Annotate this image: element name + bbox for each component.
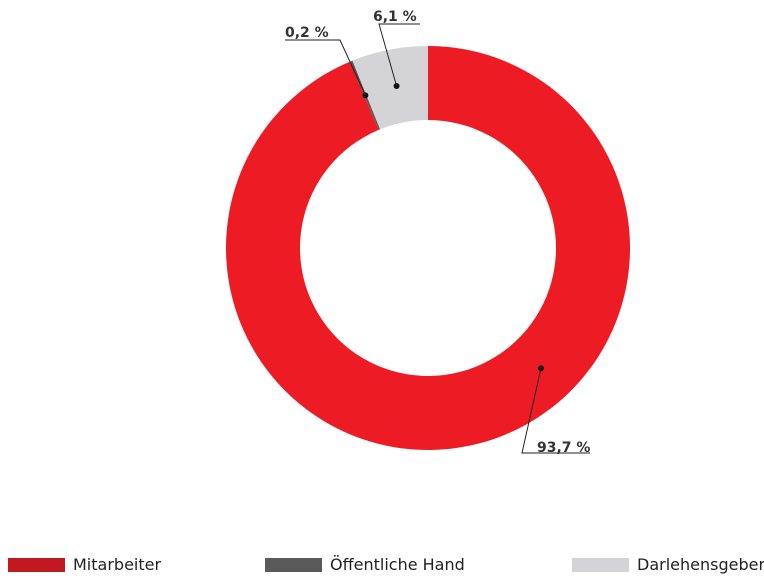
legend-label-mitarbeiter: Mitarbeiter bbox=[73, 555, 162, 574]
donut-chart-svg: 0,2 % 6,1 % 93,7 % bbox=[225, 9, 630, 456]
slice-darlehensgeber bbox=[352, 46, 428, 130]
legend-item-oeffentliche-hand: Öffentliche Hand bbox=[265, 556, 465, 574]
legend-swatch-darlehensgeber bbox=[572, 558, 629, 572]
slice-mitarbeiter bbox=[225, 46, 630, 450]
leader-line-darlehensgeber bbox=[378, 23, 420, 87]
slices-group bbox=[225, 46, 630, 450]
data-label-darlehensgeber: 6,1 % bbox=[373, 9, 417, 25]
legend-item-darlehensgeber: Darlehensgeber bbox=[572, 556, 764, 574]
legend-label-darlehensgeber: Darlehensgeber bbox=[637, 555, 764, 574]
legend: Mitarbeiter Öffentliche Hand Darlehensge… bbox=[0, 550, 764, 580]
legend-item-mitarbeiter: Mitarbeiter bbox=[8, 556, 161, 574]
data-label-oeffentliche-hand: 0,2 % bbox=[285, 25, 329, 41]
leader-line-oeffentliche-hand bbox=[285, 39, 366, 96]
donut-chart: 0,2 % 6,1 % 93,7 % bbox=[225, 9, 630, 456]
legend-swatch-mitarbeiter bbox=[8, 558, 65, 572]
legend-swatch-oeffentliche-hand bbox=[265, 558, 322, 572]
legend-label-oeffentliche-hand: Öffentliche Hand bbox=[330, 555, 465, 574]
data-label-mitarbeiter: 93,7 % bbox=[537, 440, 590, 456]
leader-lines-group bbox=[285, 23, 590, 454]
leader-line-mitarbeiter bbox=[521, 368, 590, 454]
